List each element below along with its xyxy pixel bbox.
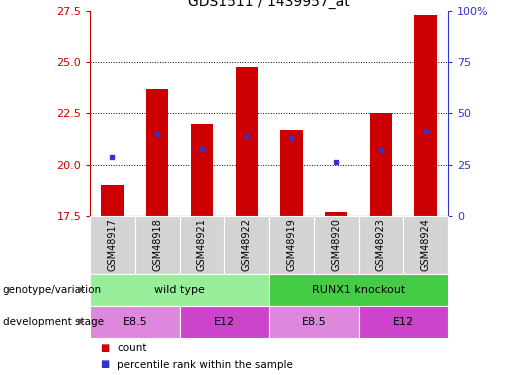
Bar	[269, 306, 358, 338]
Bar	[90, 216, 135, 274]
Bar	[180, 216, 225, 274]
Bar	[225, 216, 269, 274]
Text: GSM48922: GSM48922	[242, 218, 252, 271]
Text: development stage: development stage	[3, 316, 104, 327]
Bar	[280, 130, 303, 216]
Bar	[325, 211, 348, 216]
Text: GSM48920: GSM48920	[331, 218, 341, 271]
Bar	[314, 216, 358, 274]
Text: wild type: wild type	[154, 285, 205, 295]
Text: GSM48917: GSM48917	[108, 218, 117, 271]
Text: E8.5: E8.5	[123, 316, 147, 327]
Text: E12: E12	[393, 316, 414, 327]
Bar	[90, 274, 269, 306]
Bar	[370, 113, 392, 216]
Bar	[146, 89, 168, 216]
Bar	[358, 216, 403, 274]
Text: E12: E12	[214, 316, 235, 327]
Bar	[101, 185, 124, 216]
Bar	[235, 68, 258, 216]
Text: GSM48918: GSM48918	[152, 218, 162, 271]
Bar	[90, 306, 180, 338]
Bar	[135, 216, 180, 274]
Text: E8.5: E8.5	[301, 316, 326, 327]
Text: ■: ■	[100, 343, 110, 353]
Bar	[269, 216, 314, 274]
Bar	[269, 274, 448, 306]
Text: GSM48919: GSM48919	[286, 218, 297, 271]
Text: GSM48923: GSM48923	[376, 218, 386, 271]
Text: RUNX1 knockout: RUNX1 knockout	[312, 285, 405, 295]
Text: genotype/variation: genotype/variation	[3, 285, 101, 295]
Text: percentile rank within the sample: percentile rank within the sample	[117, 360, 293, 369]
Text: ■: ■	[100, 360, 110, 369]
Bar	[403, 216, 448, 274]
Title: GDS1511 / 1439957_at: GDS1511 / 1439957_at	[188, 0, 350, 9]
Bar	[180, 306, 269, 338]
Text: GSM48924: GSM48924	[421, 218, 431, 271]
Bar	[415, 15, 437, 216]
Text: GSM48921: GSM48921	[197, 218, 207, 271]
Bar	[358, 306, 448, 338]
Text: count: count	[117, 343, 146, 353]
Bar	[191, 124, 213, 216]
